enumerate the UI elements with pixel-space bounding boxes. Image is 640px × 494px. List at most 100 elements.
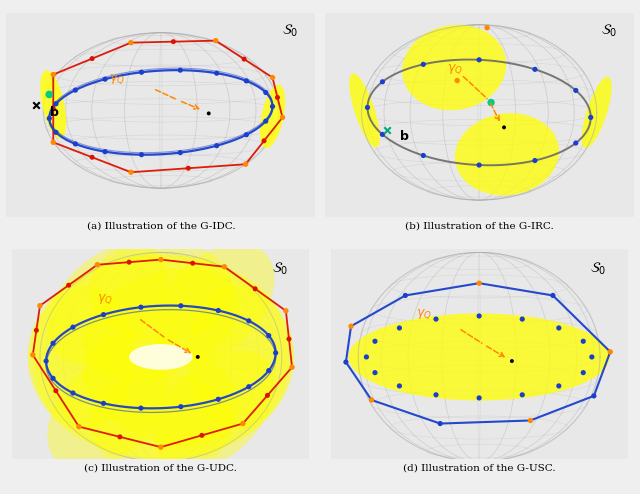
Point bbox=[548, 291, 558, 299]
Ellipse shape bbox=[154, 350, 275, 470]
Point bbox=[578, 369, 588, 376]
Point bbox=[241, 77, 252, 85]
Text: (a) Illustration of the G-IDC.: (a) Illustration of the G-IDC. bbox=[86, 221, 235, 230]
Ellipse shape bbox=[83, 333, 239, 446]
Point bbox=[268, 74, 278, 82]
Point bbox=[452, 77, 462, 84]
Point bbox=[571, 139, 581, 147]
Text: $\gamma_Q$: $\gamma_Q$ bbox=[415, 307, 431, 321]
Point bbox=[571, 86, 581, 94]
Point bbox=[100, 75, 110, 83]
Point bbox=[100, 148, 110, 156]
Point bbox=[237, 419, 248, 427]
Point bbox=[340, 358, 351, 366]
Point bbox=[605, 348, 616, 356]
Point bbox=[370, 337, 380, 345]
Point bbox=[212, 142, 222, 150]
Point bbox=[239, 55, 249, 63]
Point bbox=[346, 322, 356, 330]
Point bbox=[259, 137, 269, 145]
Text: $\mathcal{S}_0$: $\mathcal{S}_0$ bbox=[271, 261, 288, 277]
Text: (d) Illustration of the G-USC.: (d) Illustration of the G-USC. bbox=[403, 464, 556, 473]
Point bbox=[213, 395, 223, 403]
Point bbox=[418, 152, 428, 160]
Point bbox=[586, 114, 596, 122]
Point bbox=[99, 311, 109, 319]
Point bbox=[31, 101, 42, 109]
Point bbox=[517, 315, 527, 323]
Point bbox=[394, 324, 404, 332]
Point bbox=[212, 69, 222, 77]
Point bbox=[44, 90, 54, 98]
Point bbox=[175, 149, 186, 157]
Point bbox=[382, 126, 392, 134]
Point bbox=[474, 279, 484, 287]
Point bbox=[262, 391, 273, 399]
Text: (c) Illustration of the G-UDC.: (c) Illustration of the G-UDC. bbox=[84, 464, 237, 473]
Point bbox=[507, 357, 517, 365]
Point bbox=[136, 68, 147, 76]
Point bbox=[193, 353, 203, 361]
Point bbox=[136, 404, 146, 412]
Point bbox=[176, 302, 186, 310]
Point bbox=[241, 131, 252, 139]
Point bbox=[260, 117, 271, 125]
Point bbox=[431, 315, 441, 323]
Point bbox=[51, 128, 61, 136]
Ellipse shape bbox=[154, 244, 275, 364]
Point bbox=[115, 433, 125, 441]
Point bbox=[525, 416, 536, 424]
Ellipse shape bbox=[349, 73, 380, 148]
Point bbox=[394, 382, 404, 390]
Point bbox=[578, 337, 588, 345]
Ellipse shape bbox=[402, 25, 506, 110]
Point bbox=[51, 100, 61, 108]
Point bbox=[31, 327, 42, 334]
Point bbox=[183, 165, 193, 172]
Point bbox=[244, 317, 254, 325]
Point bbox=[63, 281, 74, 289]
Point bbox=[281, 307, 291, 315]
Ellipse shape bbox=[28, 254, 294, 459]
Text: (b) Illustration of the G-IRC.: (b) Illustration of the G-IRC. bbox=[404, 221, 554, 230]
Point bbox=[156, 443, 166, 451]
Point bbox=[499, 124, 509, 131]
Point bbox=[70, 140, 81, 148]
Point bbox=[68, 389, 78, 397]
Point bbox=[41, 357, 51, 365]
Point bbox=[48, 105, 58, 113]
Point bbox=[87, 153, 97, 161]
Point bbox=[264, 331, 274, 339]
Point bbox=[213, 307, 223, 315]
Point bbox=[418, 60, 428, 68]
Point bbox=[517, 391, 527, 399]
Point bbox=[48, 138, 58, 146]
Point bbox=[126, 168, 136, 176]
Point bbox=[474, 394, 484, 402]
Point bbox=[136, 151, 147, 159]
Text: $\gamma_Q$: $\gamma_Q$ bbox=[447, 62, 463, 76]
Ellipse shape bbox=[348, 313, 610, 401]
Point bbox=[244, 383, 254, 391]
Point bbox=[124, 258, 134, 266]
Point bbox=[35, 302, 45, 310]
Point bbox=[431, 391, 441, 399]
Text: $\mathbf{b}$: $\mathbf{b}$ bbox=[399, 129, 410, 143]
Point bbox=[48, 374, 58, 382]
Point bbox=[176, 403, 186, 411]
Point bbox=[284, 335, 294, 343]
Point bbox=[156, 256, 166, 264]
Point bbox=[188, 259, 198, 267]
Ellipse shape bbox=[40, 70, 66, 139]
Text: $\mathbf{b}$: $\mathbf{b}$ bbox=[49, 105, 60, 120]
Point bbox=[204, 110, 214, 118]
Ellipse shape bbox=[186, 285, 289, 429]
Point bbox=[264, 367, 274, 374]
Point bbox=[211, 37, 221, 44]
Point bbox=[370, 369, 380, 376]
Point bbox=[482, 24, 492, 32]
Point bbox=[530, 157, 540, 165]
Point bbox=[362, 103, 372, 111]
Ellipse shape bbox=[83, 268, 239, 381]
Point bbox=[196, 431, 207, 439]
